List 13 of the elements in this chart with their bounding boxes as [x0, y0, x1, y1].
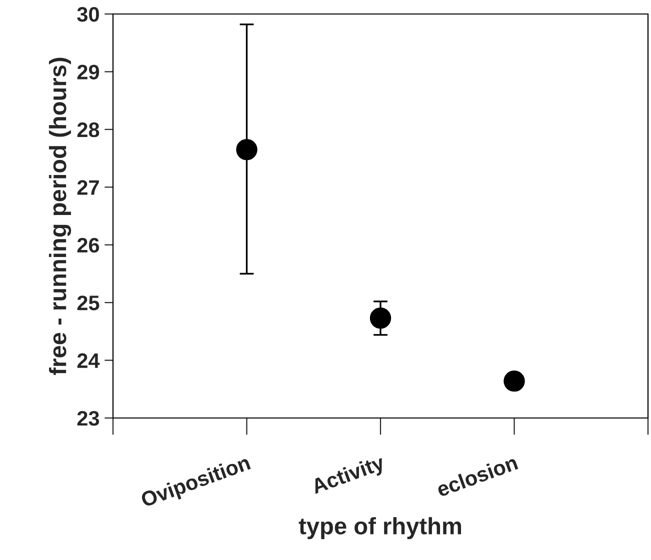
y-tick-label: 24	[77, 353, 100, 368]
y-tick-label: 27	[77, 180, 99, 195]
y-tick-label: 30	[77, 7, 99, 22]
y-tick-label: 26	[77, 238, 100, 253]
y-tick-label: 23	[77, 411, 100, 426]
y-axis-title: free - running period (hours)	[48, 58, 72, 375]
y-tick-label: 28	[77, 122, 100, 138]
point	[370, 308, 392, 329]
point	[504, 370, 525, 392]
y-tick-label: 25	[77, 296, 100, 310]
x-axis-title: type of rhythm	[298, 517, 462, 540]
point	[236, 139, 258, 160]
y-tick-label: 29	[77, 64, 100, 80]
